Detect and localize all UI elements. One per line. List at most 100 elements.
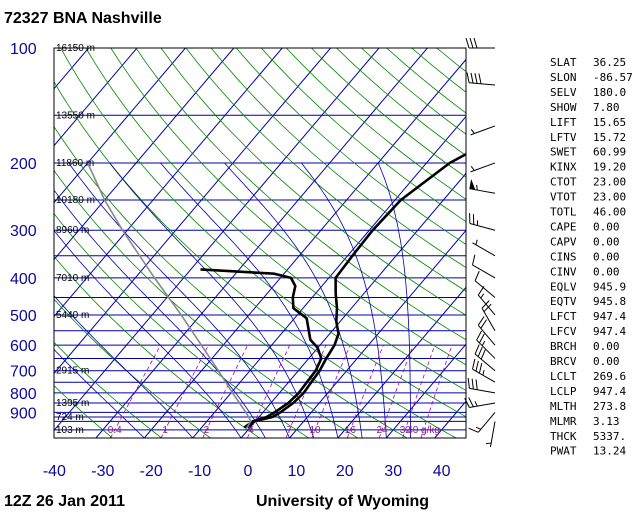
wind-barb-flag <box>478 362 483 374</box>
index-value: -86.57 <box>593 71 633 84</box>
index-value: 13.24 <box>593 445 626 458</box>
thermo-grid <box>54 48 466 438</box>
index-value: 0.00 <box>593 265 620 278</box>
mixing-ratio-label: 40 g/kg <box>407 425 440 436</box>
dry-adiabat-line <box>160 48 466 316</box>
wind-barb-shaft <box>469 387 496 394</box>
index-value: 23.00 <box>593 176 626 189</box>
wind-barb-shaft <box>474 280 496 298</box>
wind-barb-shaft <box>470 125 496 136</box>
wind-barb-flag <box>468 397 474 407</box>
index-name: CINS <box>550 250 577 263</box>
wind-barb <box>477 286 496 316</box>
dry-adiabat-line <box>54 255 260 438</box>
moist-adiabat-line <box>160 162 339 438</box>
mixing-ratio-label: 4 <box>248 425 254 436</box>
dry-adiabat-line <box>60 48 466 418</box>
isotherm-line <box>54 48 235 261</box>
dry-adiabat-line <box>54 80 457 438</box>
wind-barb-half-flag <box>482 369 485 376</box>
mixing-ratio-line <box>311 345 351 438</box>
index-name: LFTV <box>550 131 577 144</box>
index-name: LFCT <box>550 310 577 323</box>
wind-barb-flag <box>479 333 485 344</box>
index-value: 46.00 <box>593 206 626 219</box>
index-value: 0.00 <box>593 250 620 263</box>
wind-barb-flag <box>477 286 485 296</box>
index-value: 3.13 <box>593 415 620 428</box>
wind-barb-shaft <box>474 353 496 372</box>
wind-barb-flag <box>467 377 470 389</box>
height-label: 10180 m <box>56 195 95 206</box>
wind-barb <box>474 270 496 298</box>
index-value: 947.4 <box>593 325 626 338</box>
dry-adiabat-line <box>210 48 466 269</box>
wind-barb-shaft <box>477 324 496 346</box>
moist-adiabat-line <box>377 162 411 438</box>
dry-adiabat-line <box>54 126 408 438</box>
moist-adiabat-line <box>54 229 242 438</box>
index-value: 0.00 <box>593 355 620 368</box>
height-labels: 16150 m 13550 m 11860 m 10180 m 8960 m 7010 m… <box>56 43 95 436</box>
wind-barb-flag <box>466 72 470 83</box>
pressure-tick-label: 600 <box>10 338 37 355</box>
isotherm-line <box>240 172 466 438</box>
index-name: PWAT <box>550 445 577 458</box>
index-name: CTOT <box>550 176 577 189</box>
pressure-tick-label: 100 <box>10 41 37 58</box>
height-label: 7010 m <box>56 273 89 284</box>
wind-barb <box>464 397 496 408</box>
wind-barb-flag <box>476 330 483 341</box>
index-name: LIFT <box>550 116 577 129</box>
wind-barb-half-flag <box>475 239 478 245</box>
height-label: 103 m <box>56 425 84 436</box>
sounding-profiles <box>86 152 466 429</box>
index-value: 19.20 <box>593 161 626 174</box>
index-value: 945.9 <box>593 280 626 293</box>
wind-barb-shaft <box>477 412 496 433</box>
index-value: 36.25 <box>593 56 626 69</box>
wind-barb-shaft <box>477 294 496 316</box>
wind-barb-shaft <box>476 339 496 359</box>
wind-barb-flag <box>477 316 485 326</box>
wind-barb-half-flag <box>485 442 492 445</box>
wind-barb <box>468 412 496 433</box>
height-label: 11860 m <box>56 158 94 169</box>
pressure-tick-label: 500 <box>10 308 37 325</box>
index-name: CAPE <box>550 220 577 233</box>
wind-barb <box>470 162 496 173</box>
moist-adiabat-line <box>54 295 194 438</box>
index-name: KINX <box>550 161 577 174</box>
pressure-tick-label: 300 <box>10 223 37 240</box>
moist-adiabat-line <box>224 162 363 438</box>
index-value: 945.8 <box>593 295 626 308</box>
index-value: 7.80 <box>593 101 620 114</box>
temperature-tick-label: 20 <box>336 463 354 480</box>
index-name: TOTL <box>550 206 577 219</box>
wind-barb <box>485 421 496 448</box>
temperature-tick-label: 40 <box>433 463 451 480</box>
index-name: SLON <box>550 71 577 84</box>
height-label: 1395 m <box>56 398 89 409</box>
wind-barb-flag <box>474 344 480 355</box>
mixing-ratio-label: 16 <box>345 425 357 436</box>
index-name: MLMR <box>550 415 577 428</box>
wind-barb-flag <box>478 73 482 84</box>
mixing-ratio-label: 7 <box>287 425 293 436</box>
wind-barb-half-flag <box>474 401 478 407</box>
wind-barb-flag <box>469 37 474 49</box>
wind-barbs <box>464 37 496 448</box>
height-label: 5440 m <box>56 310 89 321</box>
isotherm-line <box>54 48 332 375</box>
pressure-tick-label: 900 <box>10 405 37 422</box>
temperature-tick-label: -30 <box>91 463 114 480</box>
wind-barb <box>467 377 496 394</box>
dry-adiabat-line <box>235 48 466 245</box>
isotherm-line <box>54 48 283 318</box>
pressure-tick-label: 400 <box>10 271 37 288</box>
wind-barb <box>466 72 496 86</box>
mixing-ratio-line <box>110 345 161 438</box>
mixing-ratio-line <box>346 345 384 438</box>
index-name: SLAT <box>550 56 577 69</box>
mixing-ratio-label: 10 <box>309 425 321 436</box>
